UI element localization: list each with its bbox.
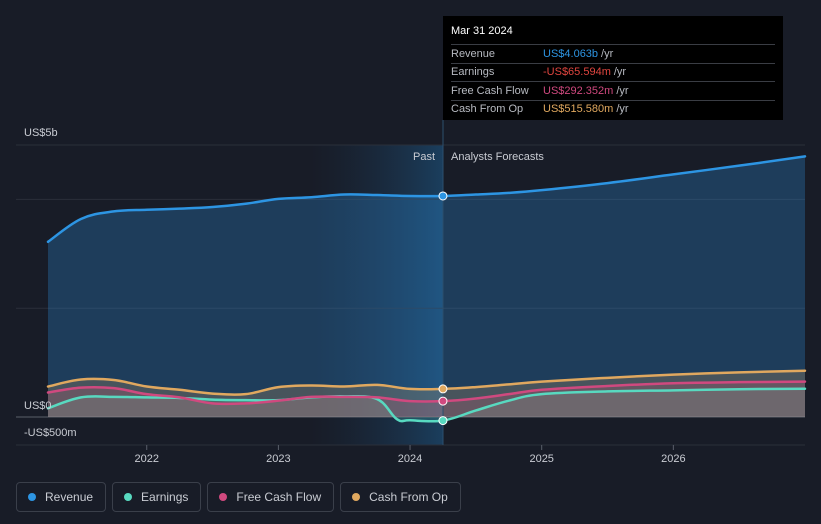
free-cash-flow-dot-icon [219, 493, 228, 501]
y-label-min: -US$500m [24, 427, 77, 439]
x-tick-label: 2024 [398, 453, 422, 465]
hover-markers [438, 191, 448, 426]
legend-item-revenue[interactable]: Revenue [16, 482, 107, 512]
tooltip-value: US$4.063b [543, 47, 599, 60]
tooltip-row-earnings: Earnings -US$65.594m /yr [451, 62, 775, 82]
legend-item-earnings[interactable]: Earnings [112, 482, 202, 512]
series-lines [46, 155, 807, 423]
revenue-area [48, 156, 805, 417]
series-areas [48, 156, 805, 422]
earnings-line [46, 387, 807, 423]
legend-label: Free Cash Flow [236, 490, 322, 504]
tooltip-label: Earnings [451, 66, 495, 79]
x-tick-label: 2022 [134, 453, 158, 465]
tooltip-row-cash-from-op: Cash From Op US$515.580m /yr [451, 99, 775, 119]
tooltip-unit: /yr [601, 47, 614, 60]
tooltip-value: US$515.580m [543, 103, 614, 116]
x-tick-label: 2026 [661, 453, 685, 465]
y-label-max: US$5b [24, 127, 58, 139]
legend-label: Revenue [45, 490, 94, 504]
legend-label: Earnings [141, 490, 189, 504]
tooltip-value: -US$65.594m [543, 66, 611, 79]
gridlines [16, 144, 805, 446]
legend-item-cash-from-op[interactable]: Cash From Op [340, 482, 461, 512]
tooltip-unit: /yr [613, 66, 627, 79]
cash-from-op-area [48, 370, 805, 417]
tooltip: Mar 31 2024 Revenue US$4.063b /yr Earnin… [443, 16, 783, 120]
y-label-zero: US$0 [24, 400, 52, 412]
free-cash-flow-line [46, 380, 807, 406]
tooltip-unit: /yr [616, 84, 629, 97]
tooltip-unit: /yr [616, 103, 629, 116]
legend: Revenue Earnings Free Cash Flow Cash Fro… [16, 482, 461, 512]
cash-from-op-marker [438, 384, 448, 394]
earnings-marker [438, 416, 448, 426]
tooltip-label: Free Cash Flow [451, 84, 529, 97]
x-axis-ticks: 2022 2023 2024 2025 2026 [134, 445, 686, 465]
legend-label: Cash From Op [369, 490, 448, 504]
tooltip-value: US$292.352m [543, 84, 614, 97]
earnings-area [48, 388, 805, 422]
earnings-dot-icon [124, 493, 133, 501]
cash-from-op-line [46, 369, 807, 396]
tooltip-date: Mar 31 2024 [451, 25, 513, 37]
revenue-line [46, 155, 807, 244]
past-label: Past [413, 151, 435, 163]
x-tick-label: 2023 [266, 453, 290, 465]
tooltip-row-revenue: Revenue US$4.063b /yr [451, 44, 775, 63]
x-tick-label: 2025 [529, 453, 553, 465]
free-cash-flow-marker [438, 396, 448, 406]
cash-from-op-dot-icon [352, 493, 361, 501]
tooltip-label: Revenue [451, 47, 496, 60]
chart-area: US$5b US$0 -US$500m Past Analysts Foreca… [16, 120, 807, 465]
tooltip-row-free-cash-flow: Free Cash Flow US$292.352m /yr [451, 81, 775, 100]
forecast-label: Analysts Forecasts [451, 151, 544, 163]
legend-item-free-cash-flow[interactable]: Free Cash Flow [207, 482, 335, 512]
tooltip-label: Cash From Op [451, 103, 524, 116]
revenue-dot-icon [28, 493, 36, 501]
revenue-marker [438, 191, 448, 201]
